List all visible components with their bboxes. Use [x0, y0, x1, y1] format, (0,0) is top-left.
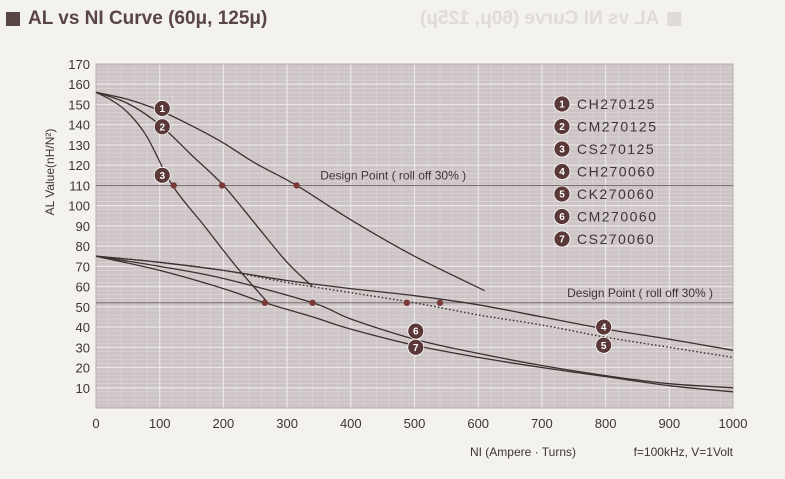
y-tick-label: 30 — [76, 340, 90, 355]
legend-badge-circle — [553, 118, 571, 135]
legend-badge-number: 3 — [559, 145, 565, 156]
y-tick-label: 20 — [76, 361, 90, 376]
design-point-marker-CS270060 — [261, 299, 269, 306]
legend-badge-number: 6 — [559, 212, 565, 223]
major-grid — [96, 64, 733, 408]
x-tick-label: 800 — [595, 416, 617, 431]
x-tick-label: 900 — [658, 416, 680, 431]
design-point-marker-CM270060 — [309, 299, 316, 306]
x-tick-label: 1000 — [719, 416, 748, 431]
legend-badge-number: 4 — [559, 167, 565, 178]
legend-badge-number: 7 — [559, 235, 565, 246]
design-point-marker-CH270125 — [293, 182, 300, 189]
curve-badge-CS270125-circle — [153, 166, 171, 184]
y-tick-label: 90 — [76, 219, 90, 234]
x-tick-label: 300 — [276, 416, 298, 431]
curve-badge-CS270060-circle — [407, 338, 425, 356]
curve-badge-CM270060-number: 6 — [413, 327, 419, 338]
legend-label: CK270060 — [577, 186, 655, 202]
y-tick-label: 60 — [76, 280, 90, 295]
curve-badge-CK270060-circle — [595, 336, 613, 354]
legend-badge-circle — [553, 230, 571, 248]
design-point-marker-CM270125 — [218, 182, 226, 189]
curve-badge-CH270060-circle — [595, 318, 613, 336]
y-tick-label: 10 — [76, 381, 90, 396]
legend-badge-circle — [553, 163, 571, 180]
x-tick-label: 500 — [404, 416, 426, 431]
legend-label: CM270125 — [577, 119, 658, 135]
curve-badge-CH270125-number: 1 — [159, 104, 165, 115]
series-line-CS270125 — [95, 91, 269, 304]
chart-title-row: AL vs NI Curve (60μ, 125μ) — [6, 4, 267, 34]
y-tick-label: 140 — [68, 118, 90, 133]
x-tick-label: 400 — [340, 416, 362, 431]
legend-badge-circle — [553, 95, 571, 113]
design-point-marker-CS270125 — [170, 182, 177, 189]
legend-badge-number: 5 — [559, 190, 565, 201]
design-point-label: Design Point ( roll off 30% ) — [567, 286, 713, 300]
title-square-icon — [6, 12, 20, 26]
series-line-CS270060 — [95, 255, 734, 393]
series-line-CH270125 — [95, 91, 485, 292]
legend-label: CH270060 — [577, 164, 656, 180]
y-tick-label: 70 — [76, 259, 90, 274]
y-tick-label: 170 — [68, 57, 90, 72]
y-tick-label: 160 — [68, 77, 90, 92]
series-line-CK270060 — [95, 255, 734, 359]
curve-badge-CH270125-circle — [153, 100, 171, 117]
legend-label: CM270060 — [577, 209, 658, 225]
legend-badge-circle — [553, 185, 571, 203]
y-tick-label: 110 — [69, 178, 90, 193]
x-tick-label: 0 — [92, 416, 99, 431]
test-condition-label: f=100kHz, V=1Volt — [634, 445, 734, 459]
curve-badge-CM270125-circle — [153, 118, 171, 136]
y-axis-label: AL Value(nH/N²) — [43, 129, 57, 216]
series-line-CM270125 — [95, 91, 314, 288]
legend-label: CH270125 — [577, 96, 656, 112]
design-point-marker-CK270060 — [403, 299, 411, 306]
y-tick-label: 50 — [76, 300, 90, 315]
x-tick-label: 700 — [531, 416, 553, 431]
x-tick-label: 200 — [213, 416, 235, 431]
legend-label: CS270060 — [577, 231, 655, 247]
x-tick-label: 600 — [467, 416, 489, 431]
y-tick-label: 80 — [76, 239, 90, 254]
curve-badge-CH270060-number: 4 — [601, 323, 607, 334]
legend-badge-circle — [553, 140, 571, 158]
y-tick-label: 120 — [68, 158, 90, 173]
design-point-label: Design Point ( roll off 30% ) — [320, 168, 466, 182]
design-point-marker-CH270060 — [436, 299, 444, 306]
curve-badge-CS270125-number: 3 — [159, 171, 165, 182]
curve-badge-CM270125-number: 2 — [159, 122, 165, 133]
y-tick-label: 40 — [76, 320, 90, 335]
legend-badge-circle — [553, 208, 571, 225]
y-tick-label: 130 — [68, 138, 90, 153]
plot-border — [95, 63, 734, 409]
chart-title: AL vs NI Curve (60μ, 125μ) — [28, 8, 268, 29]
curve-badge-CS270060-number: 7 — [413, 343, 419, 354]
x-axis-label: NI (Ampere · Turns) — [470, 445, 576, 459]
x-tick-label: 100 — [149, 416, 171, 431]
legend-badge-number: 2 — [559, 122, 565, 133]
curve-badge-CK270060-number: 5 — [601, 341, 607, 352]
y-tick-label: 100 — [68, 199, 90, 214]
legend-badge-number: 1 — [559, 100, 565, 111]
legend-label: CS270125 — [577, 141, 655, 157]
y-tick-label: 150 — [68, 97, 90, 112]
